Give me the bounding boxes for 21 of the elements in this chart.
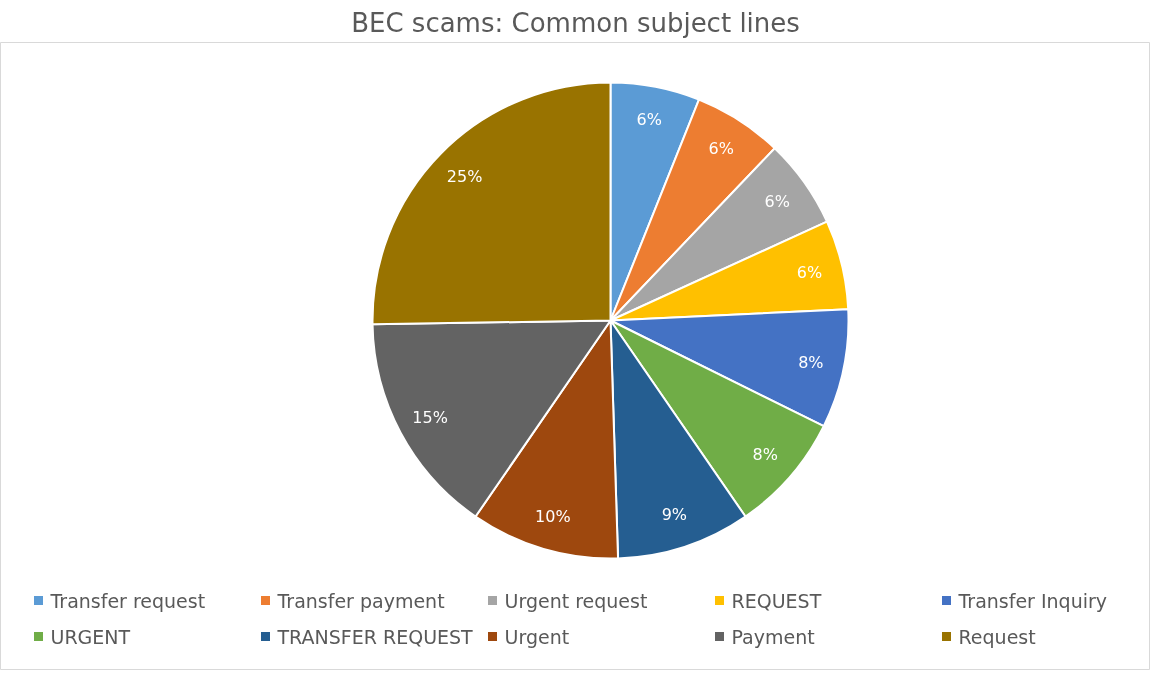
legend-label: Urgent bbox=[504, 625, 570, 648]
data-label: 6% bbox=[796, 262, 823, 282]
legend-label: Urgent request bbox=[504, 589, 648, 612]
data-label: 8% bbox=[752, 445, 778, 465]
legend-label: Transfer payment bbox=[276, 589, 445, 612]
legend-label: TRANSFER REQUEST bbox=[276, 625, 474, 648]
legend-label: REQUEST bbox=[731, 589, 822, 612]
data-label: 6% bbox=[764, 192, 790, 212]
legend-label: Payment bbox=[731, 625, 815, 648]
legend-label: Request bbox=[958, 625, 1036, 648]
chart-title: BEC scams: Common subject lines bbox=[351, 7, 800, 38]
data-label: 10% bbox=[535, 507, 571, 527]
data-label: 9% bbox=[661, 505, 688, 525]
legend-label: Transfer Inquiry bbox=[957, 589, 1108, 612]
legend-label: Transfer request bbox=[49, 589, 206, 612]
data-label: 25% bbox=[446, 167, 483, 187]
legend-label: URGENT bbox=[50, 625, 131, 648]
data-label: 6% bbox=[708, 138, 734, 158]
data-label: 8% bbox=[798, 352, 824, 372]
data-label: 6% bbox=[636, 110, 662, 130]
data-label: 15% bbox=[412, 407, 448, 427]
